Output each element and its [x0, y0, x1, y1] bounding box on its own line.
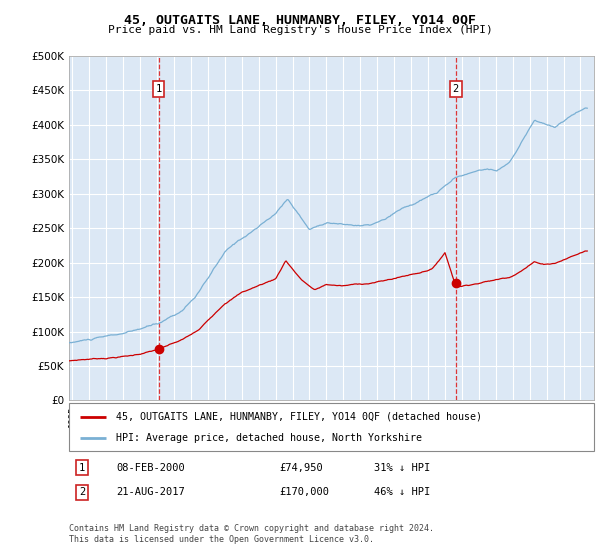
Text: £170,000: £170,000	[279, 487, 329, 497]
Text: 45, OUTGAITS LANE, HUNMANBY, FILEY, YO14 0QF (detached house): 45, OUTGAITS LANE, HUNMANBY, FILEY, YO14…	[116, 412, 482, 422]
Text: 08-FEB-2000: 08-FEB-2000	[116, 463, 185, 473]
Text: Price paid vs. HM Land Registry's House Price Index (HPI): Price paid vs. HM Land Registry's House …	[107, 25, 493, 35]
Text: 21-AUG-2017: 21-AUG-2017	[116, 487, 185, 497]
Text: £74,950: £74,950	[279, 463, 323, 473]
FancyBboxPatch shape	[69, 403, 594, 451]
Text: This data is licensed under the Open Government Licence v3.0.: This data is licensed under the Open Gov…	[69, 535, 374, 544]
Text: 46% ↓ HPI: 46% ↓ HPI	[373, 487, 430, 497]
Text: 1: 1	[79, 463, 85, 473]
Text: 2: 2	[452, 84, 459, 94]
Text: HPI: Average price, detached house, North Yorkshire: HPI: Average price, detached house, Nort…	[116, 433, 422, 444]
Text: 31% ↓ HPI: 31% ↓ HPI	[373, 463, 430, 473]
Text: 1: 1	[155, 84, 162, 94]
Text: 2: 2	[79, 487, 85, 497]
Text: Contains HM Land Registry data © Crown copyright and database right 2024.: Contains HM Land Registry data © Crown c…	[69, 524, 434, 533]
Text: 45, OUTGAITS LANE, HUNMANBY, FILEY, YO14 0QF: 45, OUTGAITS LANE, HUNMANBY, FILEY, YO14…	[124, 14, 476, 27]
